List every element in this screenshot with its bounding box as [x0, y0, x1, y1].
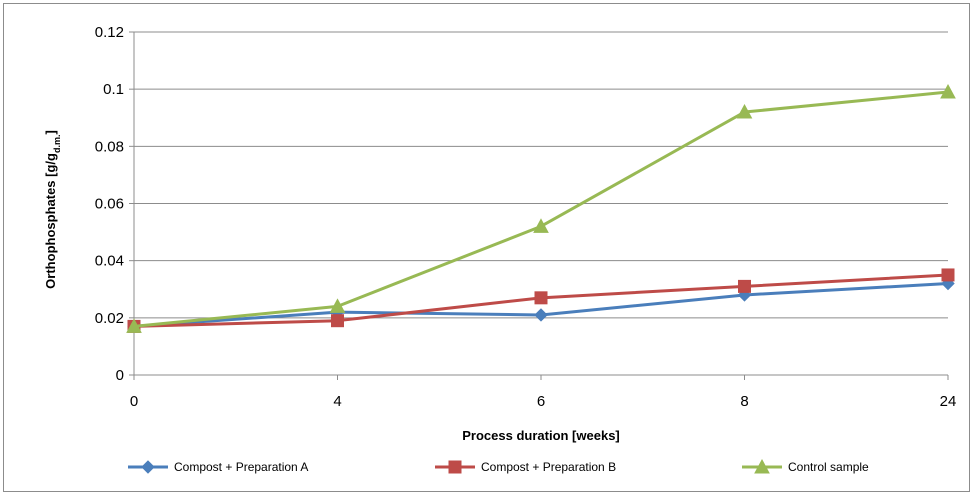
series-3	[126, 83, 956, 333]
legend-marker	[448, 460, 462, 474]
y-axis-title-subscript: d.m.	[52, 135, 62, 154]
y-tick-label: 0	[116, 367, 124, 384]
y-tick-label: 0.06	[95, 196, 124, 213]
y-axis-title: Orthophosphates [g/gd.m.]	[43, 130, 62, 289]
series-lines	[126, 83, 956, 334]
legend-label: Compost + Preparation A	[174, 460, 308, 474]
y-tick-label: 0.12	[95, 24, 124, 41]
data-point	[940, 83, 956, 99]
x-tick-label: 8	[740, 393, 748, 410]
x-tick-labels: 0 4 6 8 24	[130, 393, 957, 410]
legend-item: Control sample	[742, 458, 869, 474]
legend-item: Compost + Preparation A	[128, 460, 308, 474]
y-tick-label: 0.08	[95, 138, 124, 155]
legend-label: Control sample	[788, 460, 869, 474]
x-tick-label: 0	[130, 393, 138, 410]
legend-label: Compost + Preparation B	[481, 460, 616, 474]
y-axis-title-main: Orthophosphates [g/g	[43, 153, 58, 289]
data-point	[329, 298, 346, 313]
legend-marker	[754, 458, 770, 474]
axes	[129, 31, 949, 380]
x-axis-title: Process duration [weeks]	[462, 428, 620, 443]
data-point	[941, 268, 955, 282]
data-point	[534, 308, 548, 322]
series-2	[127, 268, 955, 333]
y-axis-title-close: ]	[43, 130, 58, 134]
y-tick-label: 0.04	[95, 253, 124, 270]
y-tick-label: 0.1	[103, 81, 124, 98]
data-point	[738, 279, 751, 293]
x-tick-label: 4	[333, 393, 341, 410]
data-point	[533, 218, 549, 233]
data-point	[534, 291, 548, 305]
data-point	[126, 318, 142, 333]
x-tick-label: 6	[537, 393, 545, 410]
y-tick-labels: 0 0.02 0.04 0.06 0.08 0.1 0.12	[95, 24, 124, 384]
data-point	[736, 103, 753, 119]
x-tick-label: 24	[940, 393, 957, 410]
legend-marker	[141, 460, 155, 474]
y-tick-label: 0.02	[95, 310, 124, 327]
legend: Compost + Preparation A Compost + Prepara…	[128, 458, 869, 474]
legend-item: Compost + Preparation B	[435, 460, 616, 474]
data-point	[331, 314, 344, 328]
gridlines	[134, 31, 948, 319]
